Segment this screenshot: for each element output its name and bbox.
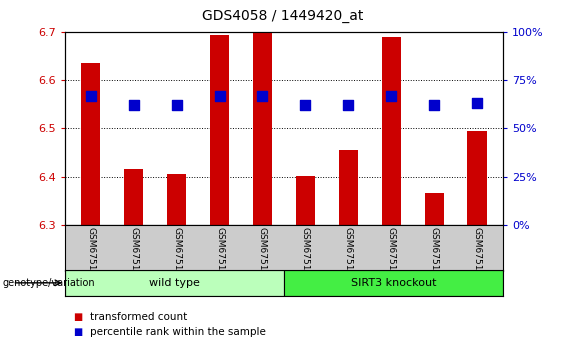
Bar: [210, 35, 229, 225]
Point: [301, 102, 310, 108]
Bar: [65, 270, 284, 296]
Text: GSM675153: GSM675153: [344, 227, 353, 282]
Point: [386, 93, 396, 98]
Text: ■: ■: [73, 327, 82, 337]
Text: GSM675152: GSM675152: [301, 227, 310, 282]
Bar: [124, 169, 144, 225]
Text: wild type: wild type: [149, 278, 200, 288]
Text: GSM675148: GSM675148: [129, 227, 138, 282]
Bar: [467, 131, 487, 225]
Text: GSM675154: GSM675154: [386, 227, 396, 282]
Bar: [338, 150, 358, 225]
Text: GSM675147: GSM675147: [86, 227, 95, 282]
Bar: [424, 193, 444, 225]
Point: [258, 93, 267, 98]
Text: GSM675155: GSM675155: [429, 227, 438, 282]
Point: [86, 93, 95, 98]
Text: GDS4058 / 1449420_at: GDS4058 / 1449420_at: [202, 9, 363, 23]
Point: [129, 102, 138, 108]
Point: [172, 102, 181, 108]
Text: GSM675150: GSM675150: [215, 227, 224, 282]
Text: ■: ■: [73, 312, 82, 322]
Bar: [81, 63, 101, 225]
Point: [429, 102, 438, 108]
Point: [472, 101, 481, 106]
Bar: [167, 174, 186, 225]
Text: transformed count: transformed count: [90, 312, 188, 322]
Bar: [253, 33, 272, 225]
Text: SIRT3 knockout: SIRT3 knockout: [351, 278, 436, 288]
Text: GSM675156: GSM675156: [472, 227, 481, 282]
Point: [344, 102, 353, 108]
Point: [215, 93, 224, 98]
Bar: [284, 270, 503, 296]
Text: GSM675149: GSM675149: [172, 227, 181, 282]
Text: percentile rank within the sample: percentile rank within the sample: [90, 327, 266, 337]
Text: genotype/variation: genotype/variation: [3, 278, 95, 288]
Text: GSM675151: GSM675151: [258, 227, 267, 282]
Bar: [381, 37, 401, 225]
Bar: [295, 176, 315, 225]
